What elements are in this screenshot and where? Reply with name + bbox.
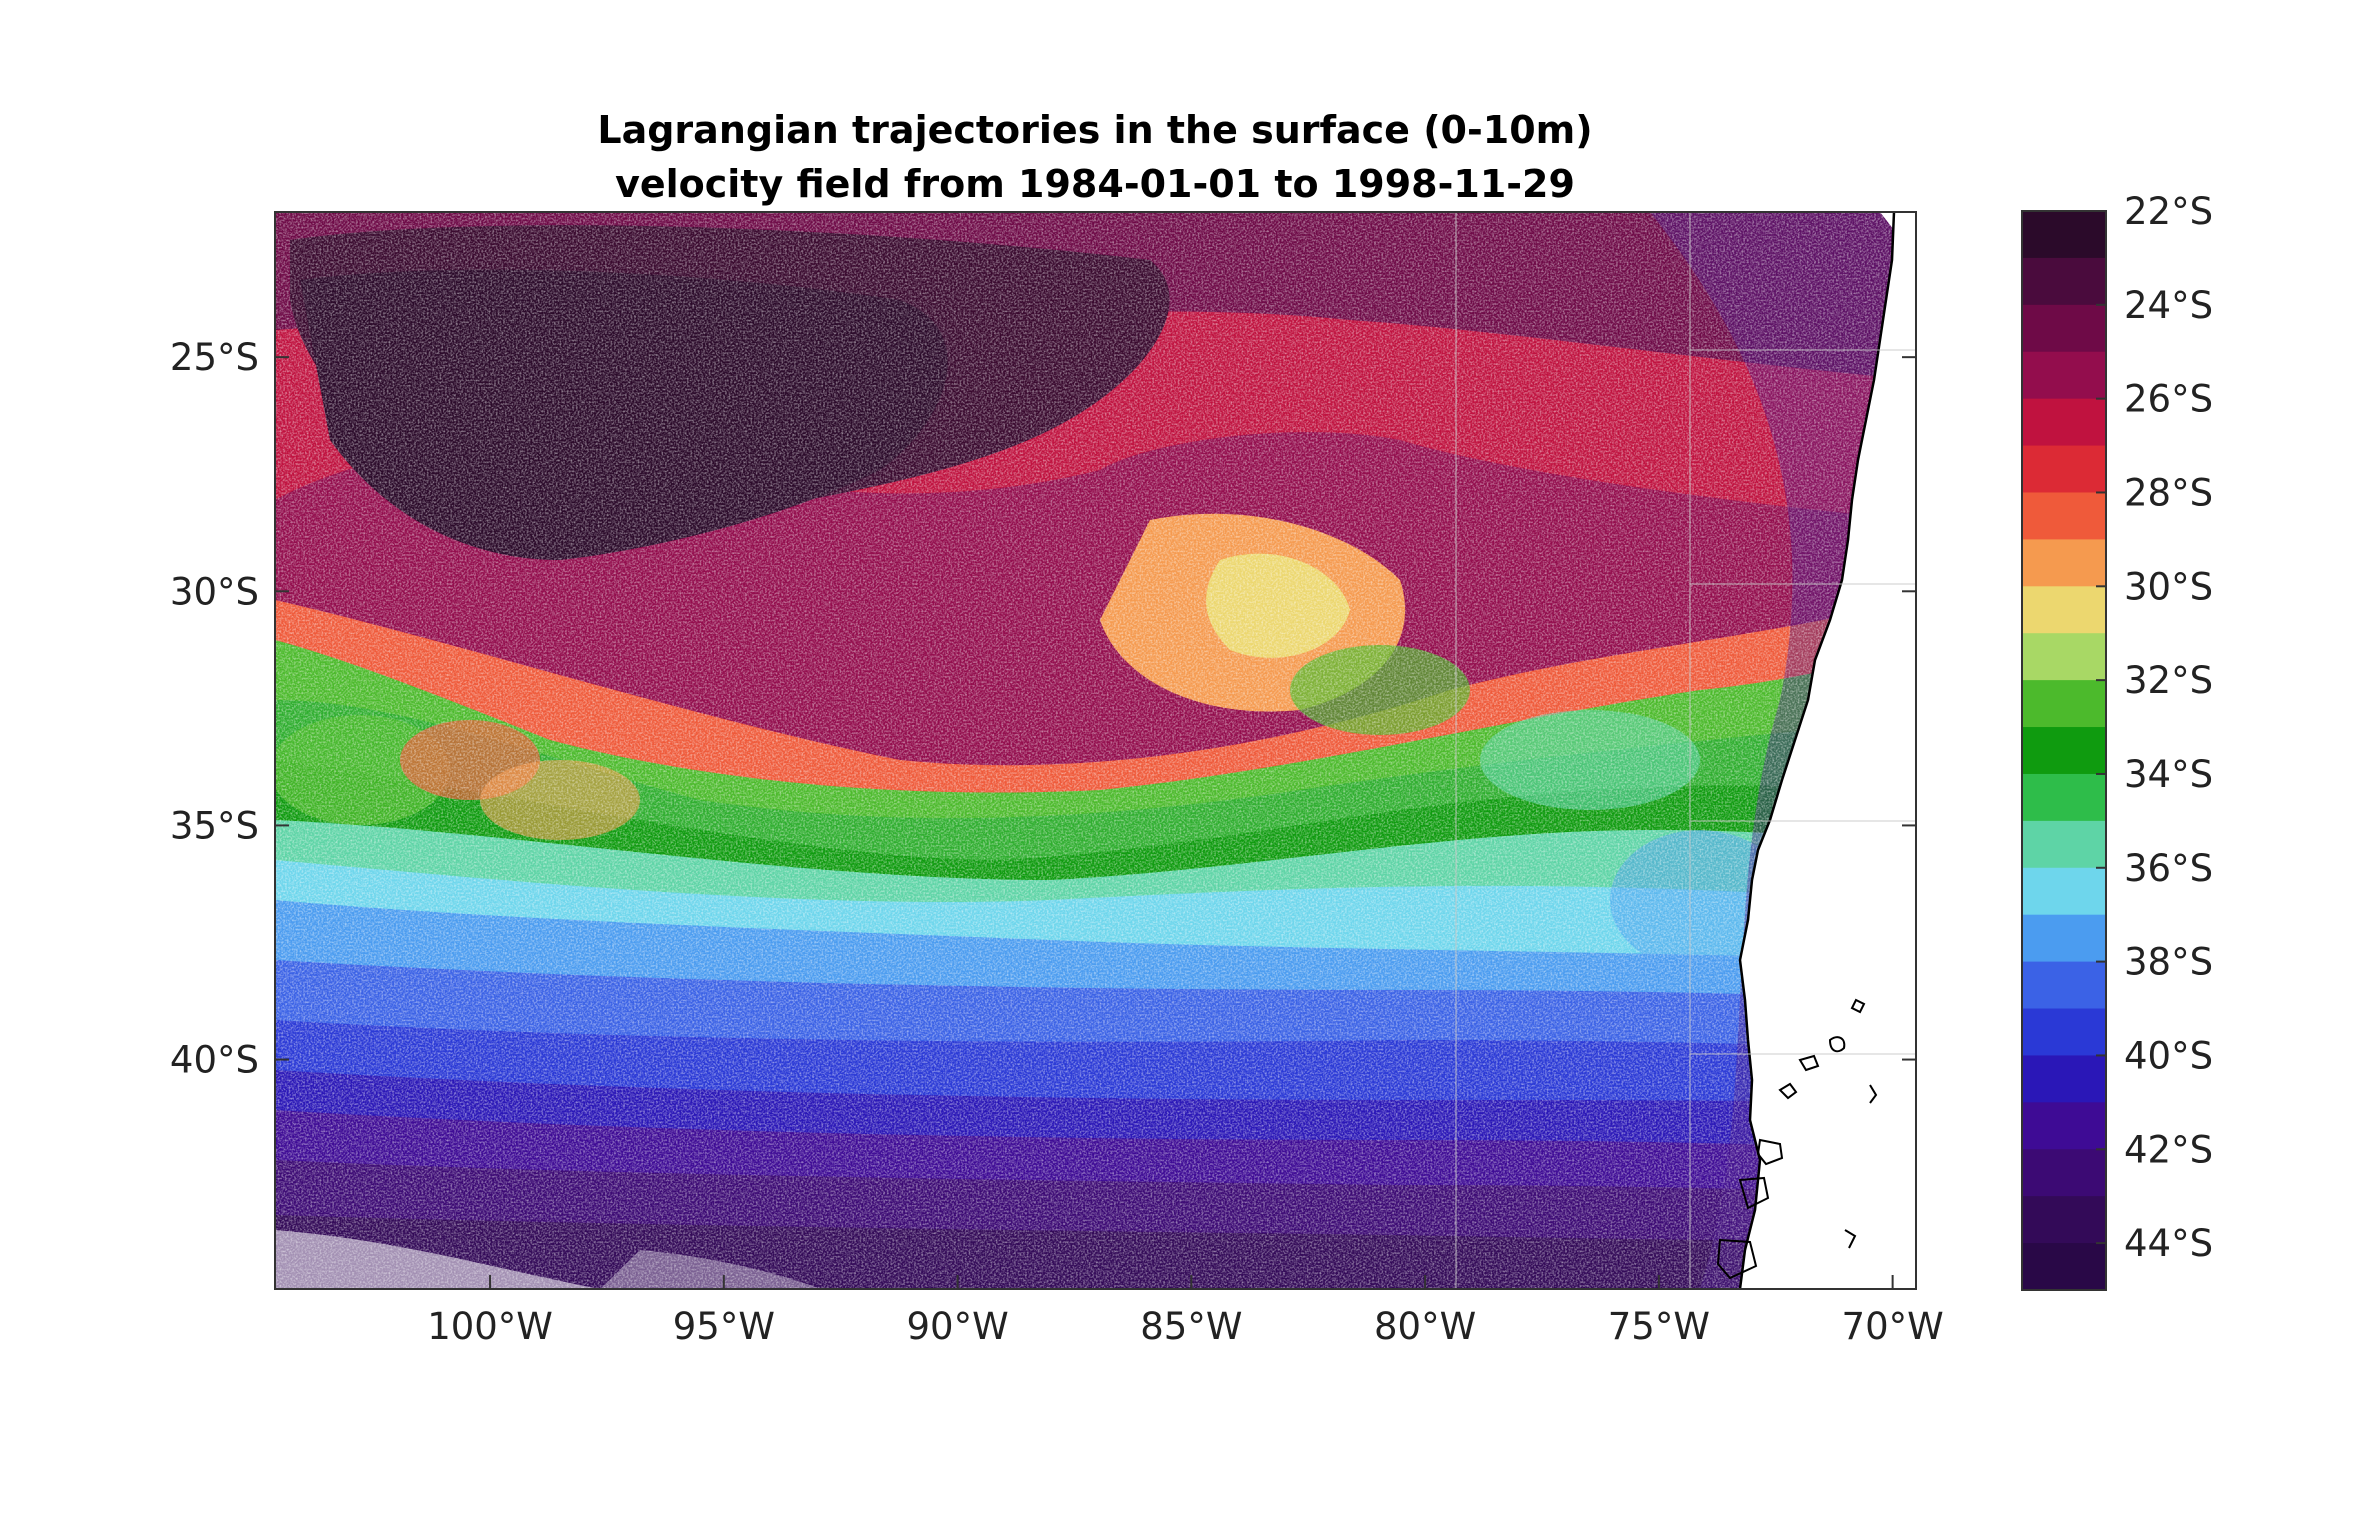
- y-axis: 25°S 30°S 35°S 40°S: [170, 336, 1916, 1082]
- colorbar-band: [2022, 539, 2106, 587]
- colorbar-band: [2022, 1243, 2106, 1291]
- colorbar-band: [2022, 398, 2106, 447]
- colorbar-frame: [2021, 210, 2107, 1291]
- island-outlines: [1716, 998, 1878, 1280]
- colorbar-band: [2022, 257, 2106, 306]
- colorbar-tick-label: 24°S: [2124, 284, 2213, 327]
- colorbar-band: [2022, 867, 2106, 916]
- colorbar-band: [2022, 1055, 2106, 1103]
- colorbar-band: [2022, 304, 2106, 353]
- colorbar-tick-label: 28°S: [2124, 471, 2213, 514]
- colorbar-band: [2022, 1008, 2106, 1057]
- colorbar-tick-label: 38°S: [2124, 941, 2213, 984]
- title-line-1: Lagrangian trajectories in the surface (…: [597, 108, 1592, 152]
- colorbar-band: [2022, 773, 2106, 822]
- map-grid: [1455, 212, 1916, 1289]
- colorbar-band: [2022, 351, 2106, 400]
- colorbar-band: [2022, 1149, 2106, 1197]
- y-tick-label: 35°S: [170, 804, 259, 847]
- colorbar-band: [2022, 1196, 2106, 1244]
- y-tick-label: 40°S: [170, 1039, 259, 1082]
- colorbar-band: [2022, 586, 2106, 634]
- colorbar-band: [2022, 633, 2106, 681]
- colorbar-band: [2022, 211, 2106, 259]
- colorbar-band: [2022, 445, 2106, 494]
- map-frame: [274, 211, 1917, 1290]
- x-tick-label: 70°W: [1842, 1305, 1944, 1348]
- colorbar: 22°S 24°S 26°S 28°S 30°S 32°S 34°S 36°S 38°S 40°S…: [2021, 190, 2213, 1291]
- colorbar-tick-label: 26°S: [2124, 378, 2213, 421]
- colorbar-tick-label: 32°S: [2124, 659, 2213, 702]
- colorbar-band: [2022, 727, 2106, 775]
- colorbar-band: [2022, 492, 2106, 540]
- title-line-2: velocity field from 1984-01-01 to 1998-1…: [615, 162, 1575, 206]
- colorbar-band: [2022, 914, 2106, 963]
- colorbar-band: [2022, 1102, 2106, 1150]
- x-tick-label: 100°W: [427, 1305, 553, 1348]
- trajectory-field: [275, 212, 1916, 1289]
- x-axis: 100°W 95°W 90°W 85°W 80°W 75°W 70°W: [427, 1275, 1944, 1348]
- x-tick-label: 75°W: [1608, 1305, 1710, 1348]
- colorbar-tick-label: 42°S: [2124, 1128, 2213, 1171]
- y-tick-label: 30°S: [170, 570, 259, 613]
- colorbar-tick-label: 30°S: [2124, 565, 2213, 608]
- colorbar-tick-label: 36°S: [2124, 847, 2213, 890]
- colorbar-tick-label: 34°S: [2124, 753, 2213, 796]
- x-tick-label: 95°W: [673, 1305, 775, 1348]
- y-tick-label: 25°S: [170, 336, 259, 379]
- coastline: [1738, 212, 1896, 1289]
- colorbar-tick-label: 40°S: [2124, 1034, 2213, 1077]
- x-tick-label: 90°W: [906, 1305, 1008, 1348]
- colorbar-band: [2022, 680, 2106, 728]
- colorbar-band: [2022, 820, 2106, 869]
- map-plot-area: [275, 212, 1916, 1289]
- x-tick-label: 80°W: [1374, 1305, 1476, 1348]
- land-area: [1740, 212, 1916, 1289]
- colorbar-tick-label: 22°S: [2124, 190, 2213, 233]
- colorbar-band: [2022, 961, 2106, 1010]
- colorbar-tick-label: 44°S: [2124, 1222, 2213, 1265]
- x-tick-label: 85°W: [1140, 1305, 1242, 1348]
